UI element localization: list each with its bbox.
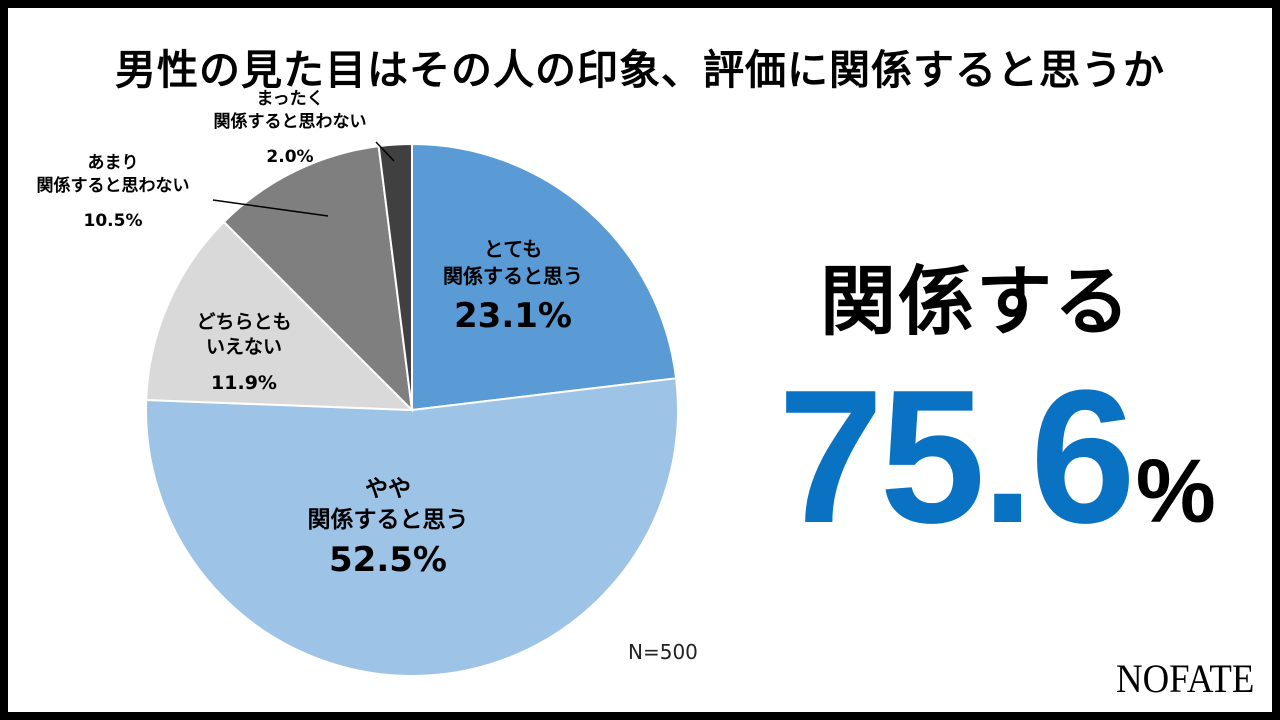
slice-percent-1: 23.1% [454, 296, 572, 336]
slice-percent-2: 52.5% [329, 540, 447, 580]
pie-slice-2 [145, 377, 679, 677]
chart-title: 男性の見た目はその人の印象、評価に関係すると思うか [115, 46, 1165, 94]
slice-label-2-line-1: やや [365, 476, 411, 502]
pie-slice-4 [222, 144, 414, 413]
slice-label-5-line-1: まったく [256, 89, 323, 109]
slice-label-5-line-2: 関係すると思わない [214, 111, 367, 132]
pie-chart: とても関係すると思う23.1%やや関係すると思う52.5%どちらともいえない11… [37, 89, 679, 677]
slice-percent-4: 10.5% [84, 211, 143, 231]
slice-label-2-line-2: 関係すると思う [308, 507, 469, 533]
summary-number: 75.6 [778, 351, 1136, 563]
slice-label-4-line-1: あまり [88, 153, 139, 173]
sample-size-note: N=500 [628, 640, 698, 664]
slice-label-1-line-1: とても [484, 237, 542, 261]
leader-line-5 [375, 141, 395, 162]
brand-logo: NOFATE [1115, 656, 1254, 701]
summary-value: 75.6% [778, 348, 1216, 566]
slice-label-4-line-2: 関係すると思わない [37, 175, 190, 196]
summary-unit: % [1135, 442, 1216, 542]
slice-label-3-line-1: どちらとも [196, 311, 291, 333]
slice-percent-5: 2.0% [266, 147, 313, 167]
slice-percent-3: 11.9% [211, 372, 277, 394]
slice-label-3-line-2: いえない [206, 336, 282, 358]
slice-label-1-line-2: 関係すると思う [443, 264, 583, 288]
pie-slice-5 [377, 142, 413, 411]
summary-label: 関係する [820, 257, 1132, 346]
leader-line-4 [212, 199, 329, 217]
chart-frame: 男性の見た目はその人の印象、評価に関係すると思うか とても関係すると思う 23.1… [8, 8, 1272, 712]
pie-slice-1 [411, 142, 678, 412]
pie-slice-3 [145, 220, 415, 412]
